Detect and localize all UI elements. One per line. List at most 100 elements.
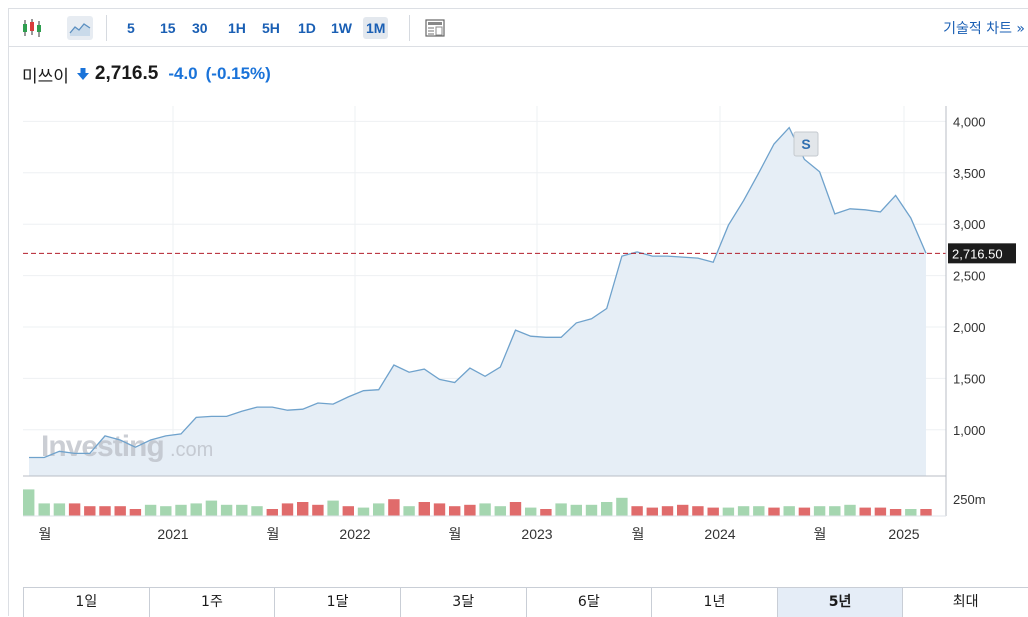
- volume-bar: [479, 503, 491, 516]
- toolbar-divider: [409, 15, 410, 41]
- volume-bar: [707, 507, 719, 516]
- candlestick-chart-icon[interactable]: [19, 16, 45, 40]
- volume-bar: [175, 504, 187, 516]
- interval-1w[interactable]: 1W: [331, 20, 352, 36]
- volume-bar: [144, 504, 157, 516]
- price-chart[interactable]: 1,000 1,500 2,000 2,500 3,000 3,500 4,000 Inves…: [9, 9, 1028, 579]
- x-tick-label: 월: [814, 526, 827, 542]
- volume-bar: [68, 503, 81, 516]
- volume-bar: [844, 504, 856, 516]
- volume-bar: [905, 509, 917, 516]
- y-tick-label: 2,500: [953, 269, 986, 284]
- range-tab[interactable]: 1달: [275, 588, 401, 617]
- volume-bar: [722, 507, 735, 516]
- volume-bar: [859, 507, 871, 516]
- interval-30[interactable]: 30: [192, 20, 208, 36]
- price-change: -4.0: [168, 64, 198, 83]
- volume-bar: [312, 504, 324, 516]
- last-price: 2,716.5: [94, 63, 159, 84]
- volume-bar: [737, 506, 750, 516]
- volume-bar: [53, 503, 66, 516]
- chart-widget: 5 15 30 1H 5H 1D 1W 1M 기술적 차트 » 미쓰이 2,716.5 -4.…: [8, 8, 1028, 617]
- volume-bar: [585, 504, 598, 516]
- event-marker: [793, 131, 819, 157]
- range-tab[interactable]: 최대: [903, 588, 1028, 617]
- volume-bar: [281, 503, 294, 516]
- y-tick-label: 3,500: [953, 166, 986, 181]
- volume-bar: [297, 502, 309, 516]
- range-tabs: 1일 1주 1달 3달 6달 1년 5년 최대: [23, 587, 1028, 617]
- y-tick-label: 4,000: [953, 114, 986, 129]
- x-tick-label: 월: [39, 526, 52, 542]
- x-tick-label: 월: [632, 526, 645, 542]
- range-tab[interactable]: 5년: [777, 588, 904, 617]
- volume-bar: [646, 507, 658, 516]
- layout-icon[interactable]: [422, 16, 448, 40]
- interval-15[interactable]: 15: [160, 20, 176, 36]
- quote-header: 미쓰이 2,716.5 -4.0 (-0.15%): [22, 63, 279, 87]
- volume-bar: [555, 503, 567, 516]
- y-tick-label: 2,000: [953, 320, 986, 335]
- x-tick-label: 2024: [704, 526, 735, 542]
- volume-bar: [631, 506, 643, 516]
- volume-bar: [829, 506, 841, 516]
- volume-bar: [677, 504, 689, 516]
- watermark-brand: Investing: [41, 430, 164, 463]
- volume-bar: [692, 506, 704, 516]
- volume-bar: [494, 506, 506, 516]
- volume-bar: [753, 506, 765, 516]
- price-change-percent: (-0.15%): [205, 64, 271, 83]
- volume-bar: [449, 506, 461, 516]
- x-tick-label: 2022: [339, 526, 370, 542]
- x-tick-label: 월: [449, 526, 462, 542]
- volume-bar: [874, 507, 887, 516]
- technical-chart-link[interactable]: 기술적 차트 »: [943, 21, 1025, 37]
- volume-bar: [114, 506, 126, 516]
- volume-bar: [205, 500, 218, 516]
- volume-bar: [357, 507, 370, 516]
- volume-bar: [813, 506, 826, 516]
- y-tick-label: 1,000: [953, 423, 986, 438]
- interval-1d[interactable]: 1D: [298, 20, 316, 36]
- volume-bar: [99, 506, 111, 516]
- range-tab[interactable]: 1주: [149, 588, 276, 617]
- volume-bar: [403, 506, 415, 516]
- area-chart-icon[interactable]: [67, 16, 93, 40]
- interval-1h[interactable]: 1H: [228, 20, 246, 36]
- volume-bar: [388, 499, 400, 516]
- volume-bar: [768, 507, 780, 516]
- range-tab[interactable]: 1년: [652, 588, 778, 617]
- interval-5h[interactable]: 5H: [262, 20, 280, 36]
- volume-bar: [327, 500, 339, 516]
- interval-1m[interactable]: 1M: [363, 17, 389, 39]
- volume-bar: [798, 507, 811, 516]
- volume-bar: [129, 509, 142, 516]
- range-tab[interactable]: 6달: [526, 588, 653, 617]
- volume-bar: [509, 502, 522, 516]
- volume-bar: [464, 504, 476, 516]
- volume-bar: [38, 503, 50, 516]
- volume-bar: [889, 509, 902, 516]
- volume-bar: [601, 502, 613, 516]
- current-price-label: 2,716.50: [952, 246, 1003, 261]
- volume-bar: [661, 506, 674, 516]
- watermark-suffix: .com: [170, 439, 213, 461]
- x-tick-label: 월: [267, 526, 280, 542]
- volume-bar: [342, 506, 354, 516]
- chart-toolbar: 5 15 30 1H 5H 1D 1W 1M 기술적 차트 »: [9, 9, 1028, 47]
- instrument-name: 미쓰이: [22, 66, 69, 87]
- price-line: [29, 126, 927, 459]
- interval-5[interactable]: 5: [127, 20, 135, 36]
- y-tick-label: 1,500: [953, 371, 986, 386]
- range-tab[interactable]: 3달: [400, 588, 527, 617]
- volume-axis-label: 250m: [953, 492, 986, 507]
- volume-bar: [236, 504, 248, 516]
- current-price-tag: [948, 243, 1016, 264]
- volume-bar: [920, 509, 932, 516]
- x-tick-label: 2025: [888, 526, 919, 542]
- volume-bar: [616, 497, 628, 516]
- volume-bar: [266, 509, 278, 516]
- x-tick-label: 2023: [521, 526, 552, 542]
- y-tick-label: 3,000: [953, 217, 986, 232]
- range-tab[interactable]: 1일: [24, 588, 150, 617]
